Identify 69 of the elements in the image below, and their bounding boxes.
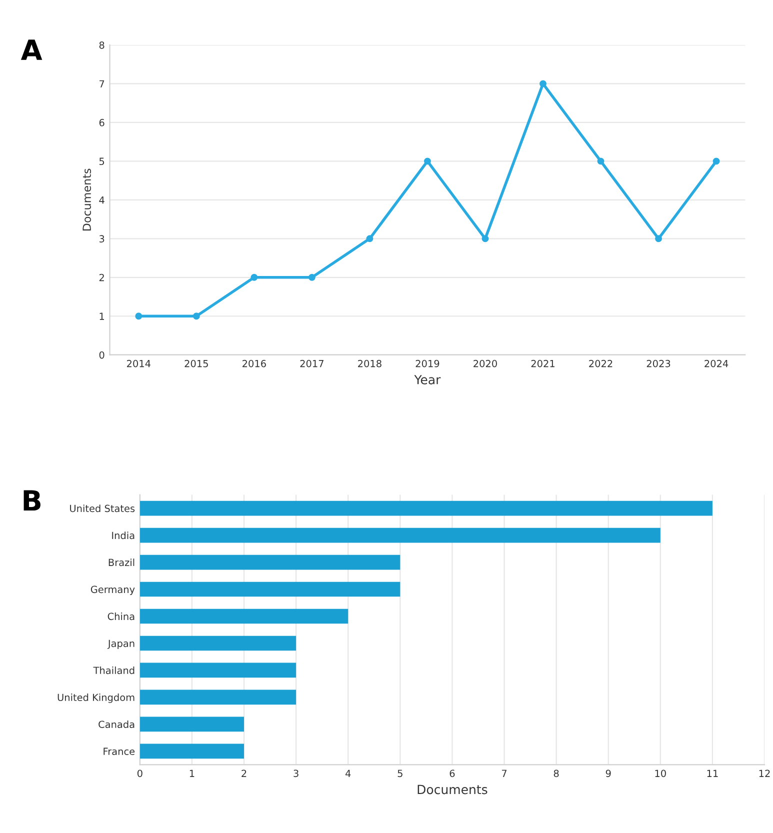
y-tick-label: 7 (100, 80, 104, 88)
point (597, 158, 604, 165)
point (540, 80, 546, 88)
y-tick-label: Brazil (108, 558, 134, 566)
bar (140, 608, 348, 624)
x-tick-label: 6 (450, 770, 455, 778)
y-tick-label: 4 (99, 196, 104, 204)
x-axis-title: Documents (418, 784, 488, 794)
y-tick-label: 2 (99, 274, 104, 282)
y-tick-label: United Kingdom (58, 694, 134, 703)
y-tick-label: Canada (98, 720, 134, 728)
point (482, 235, 489, 242)
y-tick-label: 0 (99, 351, 104, 359)
y-tick-label: China (108, 612, 134, 620)
point (135, 312, 142, 320)
point (712, 158, 720, 165)
y-tick-label: United States (70, 504, 135, 512)
x-tick-label: 2017 (300, 360, 324, 368)
x-tick-label: 2022 (589, 360, 612, 368)
y-tick-label: India (112, 532, 134, 540)
y-tick-label: 5 (99, 158, 104, 166)
x-tick-label: 10 (655, 770, 666, 778)
y-tick-label: 6 (99, 118, 104, 126)
x-tick-label: 2020 (474, 360, 497, 368)
x-tick-label: 2023 (646, 360, 670, 368)
bar (140, 528, 660, 543)
x-tick-label: 2021 (531, 360, 554, 368)
bar (140, 554, 400, 570)
x-tick-label: 2 (242, 770, 246, 777)
y-tick-label: Japan (107, 640, 134, 649)
x-tick-label: 1 (190, 770, 194, 777)
x-tick-label: 2015 (184, 360, 208, 368)
x-tick-label: 2024 (704, 360, 728, 368)
point (366, 235, 374, 242)
x-tick-label: 7 (502, 770, 507, 777)
bar (140, 662, 296, 678)
x-tick-label: 4 (345, 770, 351, 777)
point (308, 274, 316, 281)
x-tick-label: 3 (294, 770, 298, 778)
bar (140, 500, 712, 516)
x-tick-label: 2018 (358, 360, 382, 368)
x-tick-label: 2014 (126, 360, 150, 368)
y-tick-label: Germany (90, 586, 135, 595)
bar (140, 744, 244, 759)
chart-title: A (20, 40, 42, 60)
x-tick-label: 0 (137, 770, 142, 778)
y-tick-label: Thailand (93, 666, 134, 674)
bar (140, 690, 296, 705)
y-axis-title: Documents (82, 168, 92, 231)
point (192, 312, 200, 320)
x-tick-label: 8 (554, 770, 559, 778)
chart-title: B (24, 490, 40, 511)
bar (140, 582, 400, 597)
x-axis-title: Year (414, 375, 441, 384)
point (250, 274, 258, 281)
bar (140, 716, 244, 732)
y-tick-label: 3 (99, 235, 104, 242)
y-tick-label: 1 (100, 312, 104, 320)
x-tick-label: 9 (606, 770, 611, 778)
x-tick-label: 2019 (416, 360, 440, 368)
point (655, 235, 662, 242)
point (424, 158, 431, 165)
x-tick-label: 11 (707, 770, 718, 777)
bar (140, 636, 296, 651)
x-tick-label: 2016 (242, 360, 266, 368)
y-tick-label: 8 (99, 41, 104, 49)
x-tick-label: 5 (398, 770, 402, 778)
x-tick-label: 12 (759, 770, 770, 777)
y-tick-label: France (104, 748, 135, 756)
